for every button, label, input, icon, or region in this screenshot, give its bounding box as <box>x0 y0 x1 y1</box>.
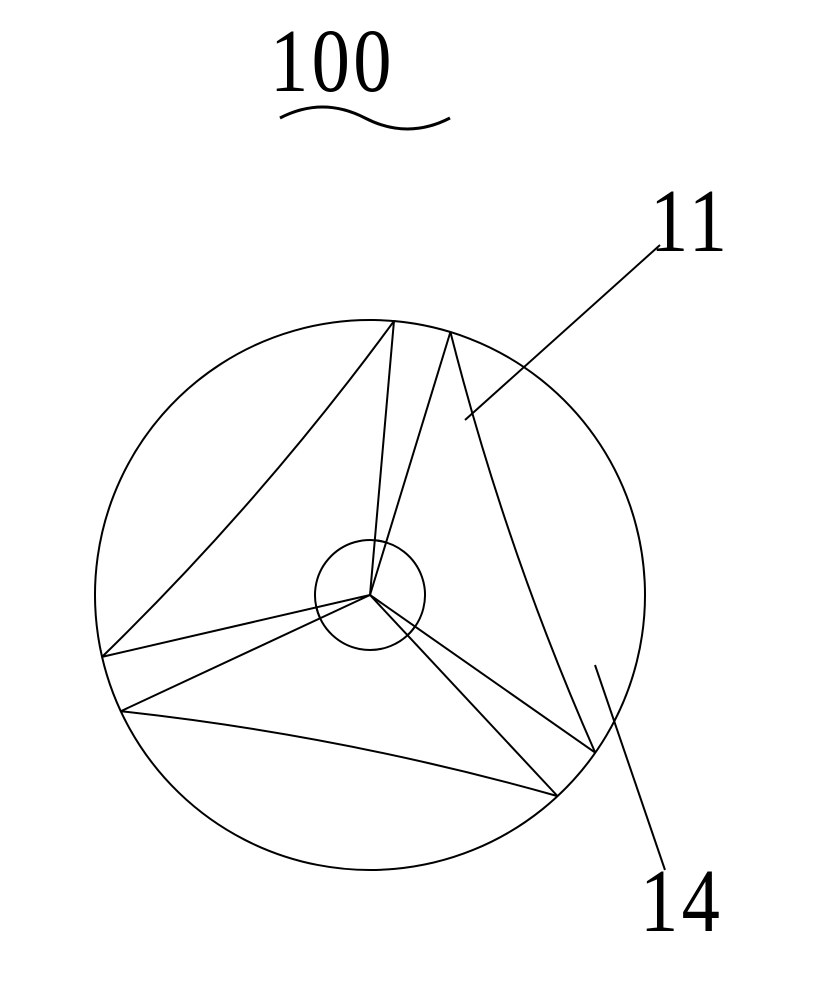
spoke-1 <box>121 595 370 711</box>
label-assembly: 100 <box>270 10 395 113</box>
label-blade: 11 <box>650 170 730 273</box>
spoke-mid-2 <box>102 595 370 657</box>
label-notch: 14 <box>640 850 723 953</box>
leader-blade <box>465 245 660 420</box>
spoke-mid-0 <box>370 595 558 796</box>
label-notch-text: 14 <box>640 852 723 951</box>
label-assembly-text: 100 <box>270 12 395 111</box>
label-blade-text: 11 <box>650 172 730 271</box>
leader-notch <box>595 665 665 870</box>
